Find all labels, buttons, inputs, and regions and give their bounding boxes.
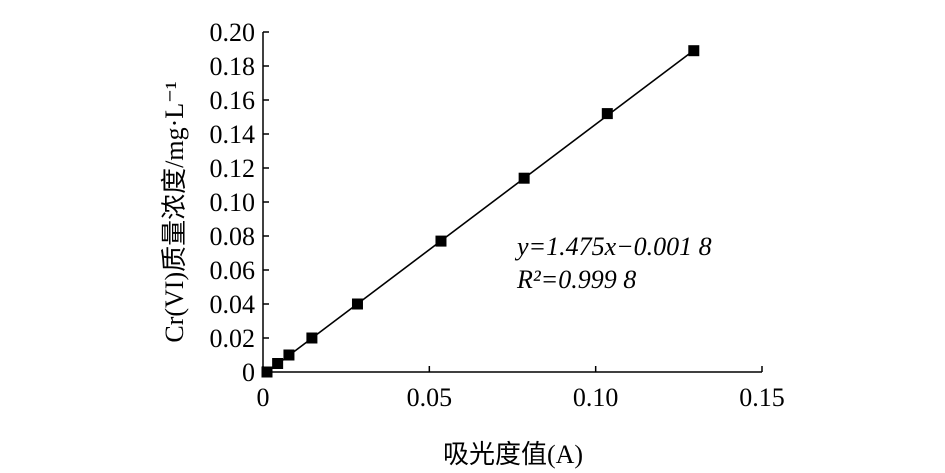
x-tick-label: 0.15 (739, 383, 785, 412)
y-tick-label: 0.18 (210, 52, 256, 81)
x-axis-ticks: 0 0.05 0.10 0.15 (257, 366, 785, 412)
data-point (601, 108, 613, 120)
x-tick-label: 0.10 (573, 383, 619, 412)
y-tick-label: 0.08 (210, 222, 256, 251)
fit-line-group (266, 49, 695, 373)
y-tick-label: 0 (242, 358, 255, 387)
fit-line (266, 49, 695, 373)
y-axis-label: Cr(VI)质量浓度/mg·L⁻¹ (160, 81, 189, 342)
data-point (283, 349, 295, 361)
r-squared: R²=0.999 8 (516, 265, 636, 294)
data-point (261, 366, 273, 378)
axes (262, 32, 762, 373)
y-tick-label: 0.02 (210, 324, 256, 353)
y-tick-label: 0.10 (210, 188, 256, 217)
data-point (688, 45, 700, 57)
y-axis-ticks: 0 0.02 0.04 0.06 0.08 0.10 0.12 0.14 0.16 0.18 0.2… (210, 18, 269, 387)
y-tick-label: 0.16 (210, 86, 256, 115)
fit-equation: y=1.475x−0.001 8 (514, 232, 712, 261)
y-tick-label: 0.04 (210, 290, 256, 319)
data-point (435, 235, 447, 247)
data-points (261, 45, 700, 378)
x-tick-label: 0.05 (407, 383, 453, 412)
y-tick-label: 0.20 (210, 18, 256, 47)
data-point (272, 358, 284, 369)
data-point (351, 298, 363, 310)
data-point (518, 172, 530, 184)
x-axis-label: 吸光度值(A) (443, 440, 583, 469)
x-tick-label: 0 (257, 383, 270, 412)
y-tick-label: 0.06 (210, 256, 256, 285)
y-tick-label: 0.12 (210, 154, 256, 183)
y-tick-label: 0.14 (210, 120, 256, 149)
data-point (306, 332, 318, 344)
